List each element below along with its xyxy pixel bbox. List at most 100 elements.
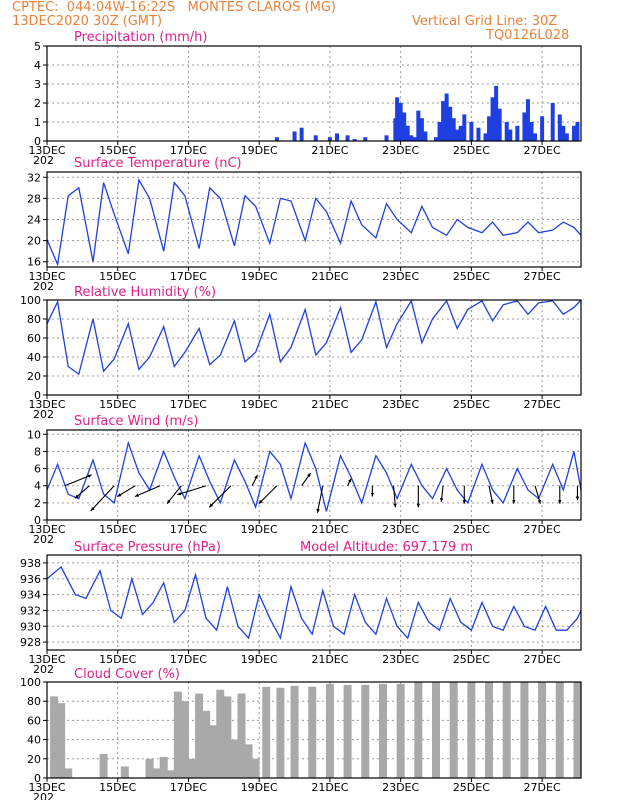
precip-bar: [462, 114, 467, 141]
y-tick-label: 100: [20, 294, 41, 307]
y-tick-label: 6: [34, 463, 41, 476]
cloud-bar: [414, 682, 423, 778]
wind-arrow-head: [537, 499, 542, 504]
y-tick-label: 0: [34, 514, 41, 527]
x-tick-label: 27DEC: [524, 144, 561, 157]
panel-title: Surface Wind (m/s): [74, 414, 198, 429]
x-tick-label: 23DEC: [382, 398, 419, 411]
panel-frame: [46, 681, 582, 779]
x-tick-label: 27DEC: [524, 398, 561, 411]
precip-bar: [515, 125, 520, 141]
y-tick-label: 5: [34, 40, 41, 53]
series-line: [46, 177, 582, 267]
y-tick-label: 60: [27, 332, 41, 345]
cloud-bar: [230, 739, 239, 778]
y-tick-label: 930: [20, 620, 41, 633]
x-tick-label: 21DEC: [311, 523, 348, 536]
panel-note: Model Altitude: 697.179 m: [300, 540, 473, 555]
precip-bar: [345, 135, 350, 141]
y-tick-label: 20: [27, 753, 41, 766]
y-tick-label: 0: [34, 772, 41, 785]
panel-title: Surface Pressure (hPa): [74, 540, 221, 555]
precip-bar: [487, 116, 492, 141]
precip-bar: [313, 135, 318, 141]
x-tick-label: 19DEC: [241, 270, 278, 283]
x-tick-label: 17DEC: [170, 653, 207, 666]
wind-arrow-head: [416, 503, 421, 508]
x-tick-label: 19DEC: [241, 653, 278, 666]
wind-arrow: [258, 485, 278, 505]
x-year-label: 202: [33, 408, 54, 421]
header-code: TQ0126L028: [486, 28, 570, 43]
cloud-bar: [262, 686, 271, 778]
series-line: [46, 299, 582, 376]
precip-bar: [409, 135, 414, 141]
x-tick-label: 25DEC: [453, 523, 490, 536]
cloud-bar: [520, 682, 529, 778]
cloud-bar: [538, 682, 547, 778]
wind-arrow-head: [75, 494, 79, 499]
precip-bar: [416, 110, 421, 141]
y-tick-label: 8: [34, 445, 41, 458]
header-date: 13DEC2020 30Z (GMT): [12, 14, 163, 29]
precip-bar: [508, 129, 513, 141]
x-tick-label: 17DEC: [170, 523, 207, 536]
x-tick-label: 17DEC: [170, 144, 207, 157]
wind-arrow-head: [117, 493, 122, 497]
cloud-bar: [216, 689, 225, 778]
precip-bar: [529, 122, 534, 141]
wind-arrow-head: [512, 500, 516, 504]
x-tick-label: 21DEC: [311, 781, 348, 794]
cloud-bar: [202, 710, 211, 778]
cloud-bar: [432, 682, 441, 778]
x-tick-label: 25DEC: [453, 270, 490, 283]
precip-bar: [469, 122, 474, 141]
y-tick-label: 2: [34, 97, 41, 110]
wind-arrow-head: [307, 473, 311, 478]
precip-bar: [398, 103, 403, 141]
x-tick-label: 23DEC: [382, 144, 419, 157]
x-tick-label: 27DEC: [524, 270, 561, 283]
x-tick-label: 17DEC: [170, 270, 207, 283]
x-tick-label: 13DEC: [28, 270, 65, 283]
cloud-bar: [159, 756, 168, 778]
wind-arrow: [90, 485, 115, 512]
x-tick-label: 23DEC: [382, 653, 419, 666]
wind-arrow-head: [177, 492, 182, 496]
header-station: CPTEC: 044:04W-16:22S MONTES CLAROS (MG): [12, 0, 336, 15]
cloud-bar: [308, 686, 317, 778]
precip-bar: [402, 112, 407, 141]
y-tick-label: 4: [34, 480, 41, 493]
y-tick-label: 928: [20, 636, 41, 649]
y-tick-label: 20: [27, 235, 41, 248]
x-tick-label: 27DEC: [524, 653, 561, 666]
x-tick-label: 21DEC: [311, 398, 348, 411]
precip-bar: [444, 93, 449, 141]
wind-arrow-head: [490, 499, 494, 504]
cloud-bar: [209, 725, 218, 778]
cloud-bar: [378, 683, 387, 778]
cloud-bar: [173, 691, 182, 778]
precip-bar: [483, 133, 488, 141]
x-tick-label: 13DEC: [28, 523, 65, 536]
cloud-bar: [276, 687, 285, 778]
wind-arrow-head: [439, 498, 444, 502]
precip-bar: [437, 122, 442, 141]
wind-arrow-head: [87, 474, 92, 478]
precip-bar: [423, 131, 428, 141]
y-tick-label: 60: [27, 714, 41, 727]
x-tick-label: 15DEC: [99, 781, 136, 794]
y-tick-label: 3: [34, 78, 41, 91]
panel-title: Surface Temperature (nC): [74, 156, 242, 171]
panel-title: Cloud Cover (%): [74, 667, 180, 682]
y-tick-label: 938: [20, 557, 41, 570]
precip-bar: [292, 131, 297, 141]
y-tick-label: 40: [27, 734, 41, 747]
y-tick-label: 4: [34, 59, 41, 72]
precip-bar: [448, 106, 453, 141]
precip-bar: [334, 133, 339, 141]
x-tick-label: 23DEC: [382, 270, 419, 283]
cloud-bar: [64, 768, 73, 778]
cloud-bar: [502, 682, 511, 778]
cloud-bar: [120, 766, 129, 778]
